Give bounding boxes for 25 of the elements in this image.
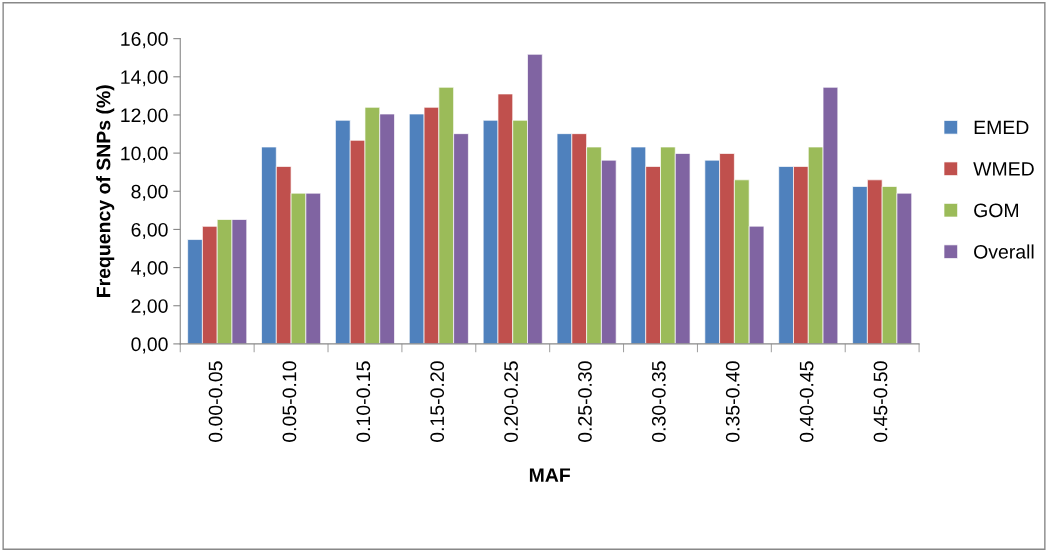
x-tick-label: 0.30-0.35 xyxy=(651,361,666,442)
x-tick-label: 0.15-0.20 xyxy=(430,361,445,442)
x-tick-label: 0.35-0.40 xyxy=(725,361,740,442)
x-axis-title: MAF xyxy=(529,468,571,482)
x-tick-label: 0.45-0.50 xyxy=(873,361,888,442)
legend-label: EMED xyxy=(974,120,1029,135)
y-tick-label: 10,00 xyxy=(121,146,168,163)
y-tick-label: 2,00 xyxy=(131,299,168,316)
x-tick-label: 0.20-0.25 xyxy=(504,361,518,442)
y-axis-title: Frequency of SNPs (%) xyxy=(96,85,115,297)
y-tick-label: 14,00 xyxy=(121,70,168,87)
y-tick-label: 6,00 xyxy=(131,222,168,239)
x-tick-label: 0.05-0.10 xyxy=(282,361,297,442)
y-tick-label: 16,00 xyxy=(121,32,168,49)
x-tick-label: 0.10-0.15 xyxy=(356,361,371,442)
y-tick-label: 8,00 xyxy=(131,184,168,201)
y-tick-label: 4,00 xyxy=(131,261,168,278)
x-tick-label: 0.40-0.45 xyxy=(799,361,814,442)
legend-label: WMED xyxy=(973,162,1034,176)
y-tick-label: 0,00 xyxy=(131,337,168,354)
y-tick-label: 12,00 xyxy=(121,108,168,125)
legend-label: Overall xyxy=(974,244,1034,259)
legend-label: GOM xyxy=(974,203,1018,218)
x-tick-label: 0.25-0.30 xyxy=(578,361,592,442)
x-tick-label: 0.00-0.05 xyxy=(208,361,223,442)
